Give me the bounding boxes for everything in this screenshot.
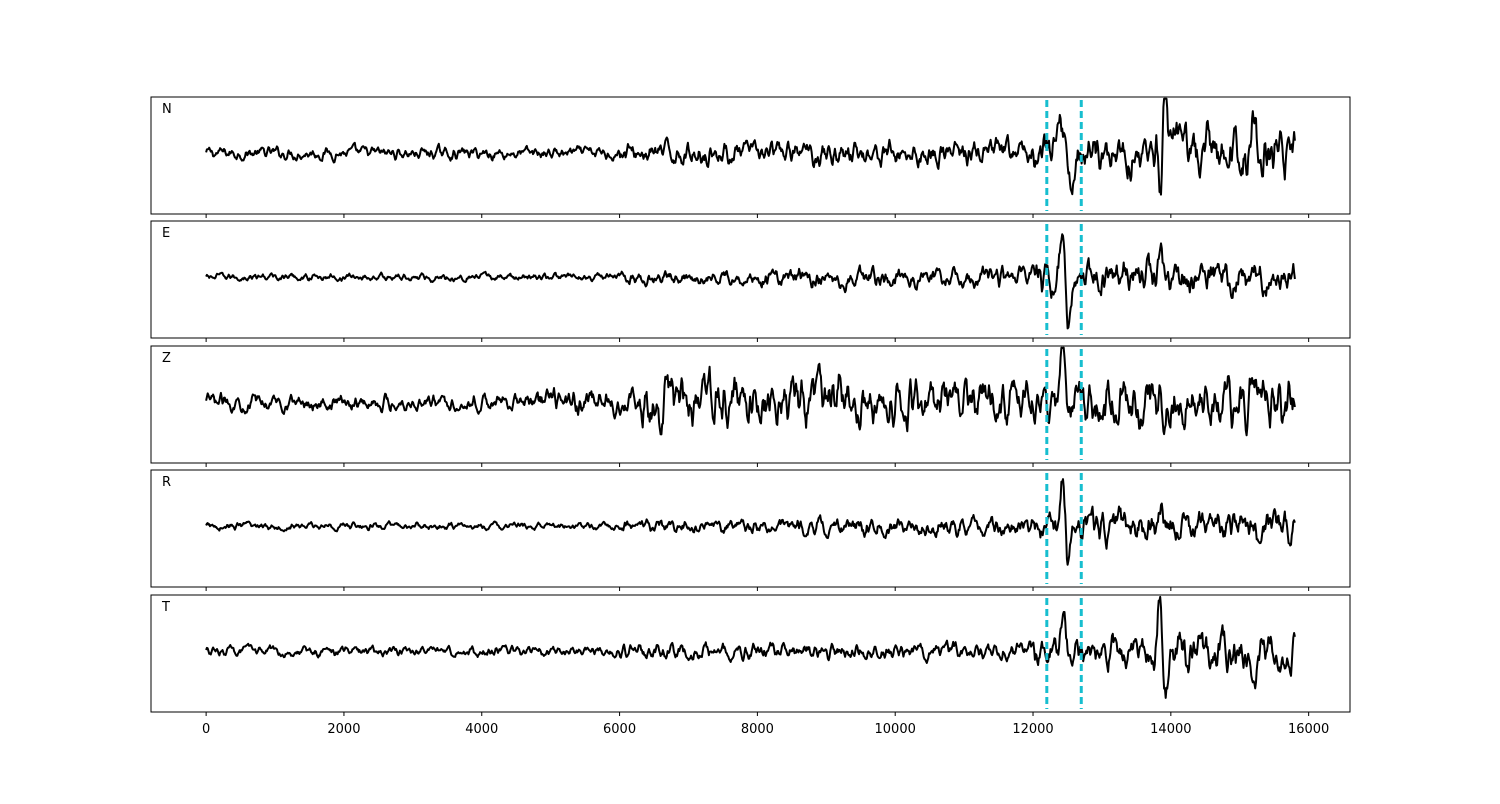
panel-e: E <box>150 220 1351 342</box>
panel-z: Z <box>150 345 1351 467</box>
x-tick-label: 12000 <box>1012 722 1053 737</box>
x-tick-label: 14000 <box>1150 722 1191 737</box>
panel-frame <box>150 220 1351 339</box>
panel-label: T <box>161 600 170 615</box>
x-tick-label: 0 <box>202 722 210 737</box>
panel-r: R <box>150 469 1351 591</box>
trace-r <box>205 478 1296 566</box>
trace-e <box>205 233 1296 330</box>
x-tick-label: 16000 <box>1288 722 1329 737</box>
panel-label: R <box>162 475 171 490</box>
x-tick-label: 10000 <box>875 722 916 737</box>
trace-z <box>205 346 1296 437</box>
panel-label: N <box>162 102 172 117</box>
panel-n: N <box>150 96 1351 218</box>
trace-t <box>205 595 1296 699</box>
x-tick-label: 6000 <box>603 722 636 737</box>
panel-frame <box>150 96 1351 215</box>
x-tick-label: 8000 <box>741 722 774 737</box>
panel-label: Z <box>162 351 171 366</box>
trace-n <box>205 97 1296 196</box>
panel-t: T <box>150 594 1351 716</box>
x-tick-label: 2000 <box>327 722 360 737</box>
panel-label: E <box>162 226 170 241</box>
x-tick-label: 4000 <box>465 722 498 737</box>
